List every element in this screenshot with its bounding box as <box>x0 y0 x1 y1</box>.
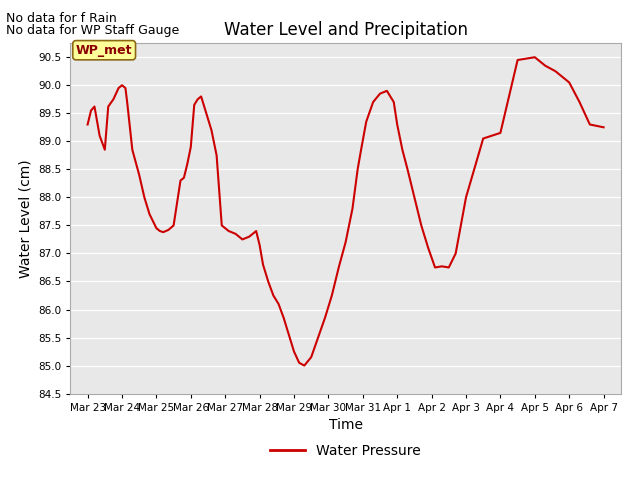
X-axis label: Time: Time <box>328 418 363 432</box>
Text: No data for WP Staff Gauge: No data for WP Staff Gauge <box>6 24 180 37</box>
Legend: Water Pressure: Water Pressure <box>265 439 426 464</box>
Title: Water Level and Precipitation: Water Level and Precipitation <box>223 21 468 39</box>
Text: No data for f Rain: No data for f Rain <box>6 12 117 25</box>
Text: WP_met: WP_met <box>76 44 132 57</box>
Y-axis label: Water Level (cm): Water Level (cm) <box>19 159 33 278</box>
